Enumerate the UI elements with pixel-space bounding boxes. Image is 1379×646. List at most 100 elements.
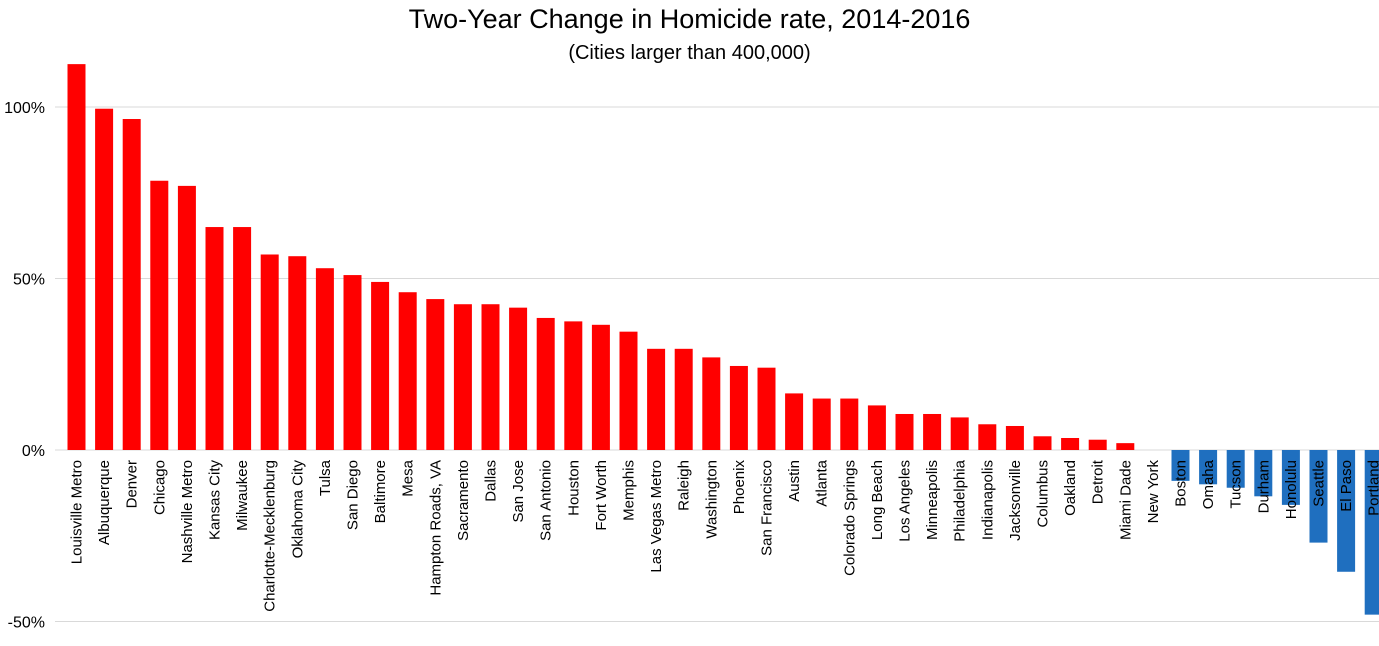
category-label: Raleigh [676,460,693,511]
bar [702,357,721,450]
bar [1309,450,1328,543]
bar [205,227,224,450]
category-label: Omaha [1200,459,1217,509]
category-label: Atlanta [814,459,831,506]
category-label: San Francisco [759,460,776,556]
category-label: Houston [565,460,582,516]
category-label: Durham [1255,460,1272,513]
bar [950,417,969,450]
category-label: San Diego [345,460,362,530]
category-label: Mesa [400,459,417,496]
bar [923,413,942,450]
bar [371,281,390,450]
category-label: Dallas [483,460,500,502]
bar [867,405,886,450]
bar [647,348,666,450]
bar [564,321,583,450]
chart-title: Two-Year Change in Homicide rate, 2014-2… [408,4,971,34]
bar [1033,436,1052,450]
bar [536,317,555,450]
bar [1171,450,1190,481]
category-label: El Paso [1338,460,1355,512]
category-label: Kansas City [207,460,224,541]
bar [343,275,362,450]
bar [785,393,804,450]
chart-subtitle: (Cities larger than 400,000) [568,42,811,64]
category-label: Oklahoma City [289,460,306,559]
bar [591,324,610,450]
category-label: Boston [1173,460,1190,507]
category-label: Detroit [1090,459,1107,504]
category-label: Milwaukee [234,460,251,531]
category-label: Memphis [621,460,638,521]
bar [150,180,169,450]
category-label: Hampton Roads, VA [427,460,444,596]
category-label: Louisville Metro [69,460,86,564]
y-tick-label: 100% [4,100,45,117]
bar [1088,439,1107,450]
category-label: Las Vegas Metro [648,460,665,573]
bar [757,367,776,450]
bar [426,299,445,450]
category-label: Miami Dade [1117,460,1134,540]
y-tick-label: 0% [22,443,45,460]
bar [840,398,859,450]
category-label: Long Beach [869,460,886,540]
category-label: Chicago [151,460,168,515]
category-label: Jacksonville [1007,460,1024,541]
category-label: Tulsa [317,459,334,496]
bar [481,304,500,450]
category-label: Fort Worth [593,460,610,531]
bar [1226,450,1245,488]
bar [95,108,114,450]
category-label: Nashville Metro [179,460,196,563]
bar [315,268,334,450]
category-label: Minneapolis [924,460,941,540]
category-label: Colorado Springs [841,460,858,576]
bar [1116,443,1135,450]
bar [177,185,196,450]
bar [1005,425,1024,450]
bar [453,304,472,450]
category-label: Austin [786,460,803,502]
category-label: Columbus [1035,460,1052,528]
bar [812,398,831,450]
category-label: Albuquerque [96,460,113,545]
bar [1337,450,1356,572]
bar [1254,450,1273,497]
category-label: San Antonio [538,460,555,541]
category-label: Sacramento [455,460,472,541]
category-label: Honolulu [1283,460,1300,519]
bar [122,119,141,450]
category-label: Portland [1366,460,1379,516]
bar [67,64,86,450]
bar [233,227,252,450]
bar [1199,450,1218,485]
category-label: San Jose [510,460,527,523]
bar [398,292,417,450]
category-label: Tucson [1228,460,1245,509]
category-label: Indianapolis [979,460,996,540]
category-labels: Louisville Metro Albuquerque Denver Chicago… [69,459,1379,612]
category-label: Philadelphia [952,459,969,541]
bar [619,331,638,450]
category-label: Seattle [1311,460,1328,507]
bar [1061,437,1080,450]
bar [288,256,307,450]
category-label: Charlotte-Mecklenburg [262,460,279,612]
y-tick-label: -50% [8,615,45,632]
bar [729,365,748,450]
bar [260,254,279,450]
bar [1281,450,1300,505]
category-label: Washington [703,460,720,539]
bar [509,307,528,450]
category-label: New York [1145,460,1162,524]
category-label: Phoenix [731,460,748,515]
bar [674,348,693,450]
bars [67,64,1379,615]
y-axis-ticks: 100% 50% 0% -50% [4,100,45,632]
bar [1364,450,1379,615]
bar [978,424,997,450]
category-label: Oakland [1062,460,1079,516]
